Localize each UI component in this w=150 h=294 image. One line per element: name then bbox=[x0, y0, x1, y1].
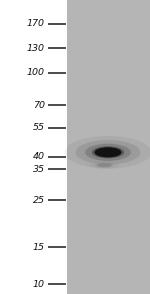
Text: 35: 35 bbox=[33, 165, 45, 173]
Ellipse shape bbox=[89, 161, 119, 169]
Text: 70: 70 bbox=[33, 101, 45, 110]
Ellipse shape bbox=[76, 140, 140, 165]
Text: 40: 40 bbox=[33, 152, 45, 161]
Text: 130: 130 bbox=[27, 44, 45, 53]
Text: 55: 55 bbox=[33, 123, 45, 132]
Ellipse shape bbox=[94, 163, 115, 168]
Text: 100: 100 bbox=[27, 68, 45, 77]
Ellipse shape bbox=[97, 163, 112, 167]
Ellipse shape bbox=[92, 146, 124, 158]
Ellipse shape bbox=[65, 136, 150, 168]
Text: 15: 15 bbox=[33, 243, 45, 251]
Ellipse shape bbox=[94, 147, 122, 157]
Ellipse shape bbox=[85, 144, 131, 161]
Text: 10: 10 bbox=[33, 280, 45, 289]
Text: 25: 25 bbox=[33, 196, 45, 205]
Text: 170: 170 bbox=[27, 19, 45, 28]
Bar bbox=[67, 0, 150, 294]
